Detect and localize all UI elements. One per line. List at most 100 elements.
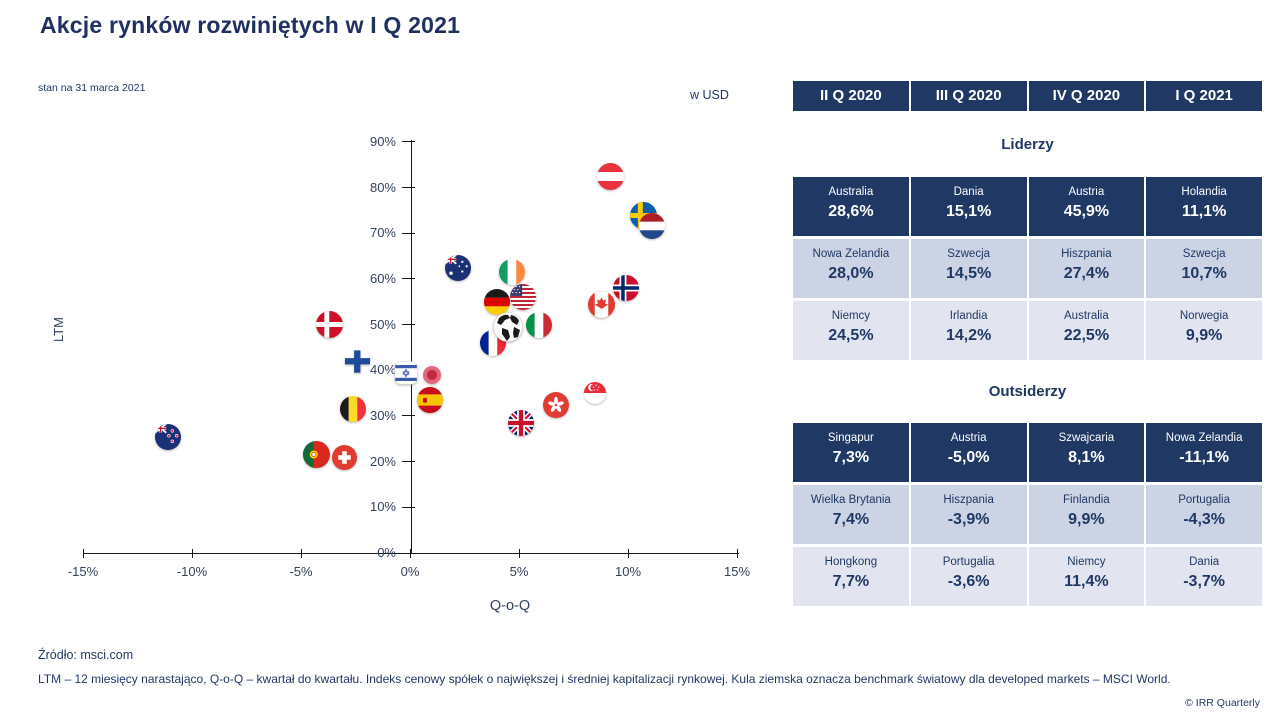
x-axis-tick (518, 549, 520, 558)
table-row: Wielka Brytania 7,4% Hiszpania -3,9% Finland… (793, 485, 1262, 544)
x-tick-label: -15% (67, 564, 99, 579)
flag-marker-fr (479, 329, 506, 356)
table-cell-country: Niemcy (831, 310, 871, 322)
x-tick-label: 10% (614, 564, 642, 579)
table-cell-country: Finlandia (1063, 494, 1110, 506)
as-of-date-label: stan na 31 marca 2021 (38, 82, 146, 94)
outsiders-rows: Singapur 7,3% Austria -5,0% Szwajcaria 8,1% No… (793, 423, 1262, 609)
x-tick-label: 15% (723, 564, 751, 579)
table-cell-country: Niemcy (1067, 556, 1106, 568)
y-axis-tick (402, 187, 415, 189)
flag-marker-us (510, 284, 537, 311)
y-axis-tick (402, 415, 415, 417)
table-row: Australia 28,6% Dania 15,1% Austria 45,9% Hola… (793, 177, 1262, 236)
flag-marker-dk (315, 311, 343, 339)
table-cell: Szwajcaria 8,1% (1028, 423, 1145, 482)
table-cell-value: 28,6% (828, 202, 874, 220)
quarter-header-cell: II Q 2020 (793, 81, 909, 111)
y-axis-title: LTM (51, 316, 67, 343)
flag-marker-ch (332, 444, 358, 470)
y-tick-label: 50% (369, 316, 396, 332)
x-tick-label: 0% (400, 564, 420, 579)
table-cell-country: Austria (1068, 186, 1105, 198)
quarter-header-cell: IV Q 2020 (1028, 81, 1145, 111)
section-title-outsiders: Outsiderzy (988, 383, 1067, 400)
flag-marker-world (493, 311, 524, 342)
footnote-text: LTM – 12 miesięcy narastająco, Q-o-Q – k… (38, 672, 1171, 686)
table-cell-value: -3,6% (947, 572, 990, 590)
table-cell-country: Hiszpania (943, 494, 994, 506)
table-cell-country: Portugalia (942, 556, 995, 568)
table-cell: Irlandia 14,2% (910, 301, 1027, 360)
currency-label: w USD (690, 88, 729, 102)
y-tick-label: 90% (369, 133, 396, 149)
table-row: Niemcy 24,5% Irlandia 14,2% Australia 22,5% No… (793, 301, 1262, 360)
flag-marker-de (484, 288, 511, 315)
table-cell-value: 27,4% (1063, 264, 1110, 282)
flag-marker-hk (543, 391, 570, 418)
y-axis-tick (402, 141, 415, 143)
table-cell-value: 24,5% (828, 326, 874, 344)
flag-marker-be (340, 396, 367, 423)
table-row: Nowa Zelandia 28,0% Szwecja 14,5% Hiszpania 2… (793, 239, 1262, 298)
table-cell-country: Nowa Zelandia (812, 248, 890, 260)
flag-marker-au (444, 254, 471, 281)
table-row: Singapur 7,3% Austria -5,0% Szwajcaria 8,1% No… (793, 423, 1262, 482)
x-axis-title: Q-o-Q (489, 598, 531, 614)
table-cell-country: Wielka Brytania (810, 494, 891, 506)
table-cell-value: -4,3% (1183, 510, 1226, 528)
quarter-header-row: II Q 2020 III Q 2020 IV Q 2020 I Q 2021 (793, 81, 1262, 111)
flag-marker-nz (155, 423, 182, 450)
table-cell: Nowa Zelandia -11,1% (1146, 423, 1262, 482)
table-cell-country: Portugalia (1178, 494, 1231, 506)
table-cell-country: Australia (828, 186, 874, 198)
table-cell-value: 45,9% (1063, 202, 1110, 220)
source-label: Źródło: msci.com (38, 648, 134, 662)
y-axis-tick (402, 461, 415, 463)
table-cell-value: 10,7% (1181, 264, 1227, 282)
page-title: Akcje rynków rozwiniętych w I Q 2021 (40, 12, 461, 38)
table-cell: Portugalia -3,6% (910, 547, 1027, 606)
x-axis-tick (191, 549, 193, 558)
table-cell-country: Singapur (827, 432, 874, 444)
table-cell: Norwegia 9,9% (1146, 301, 1262, 360)
x-tick-label: -5% (289, 564, 313, 579)
x-tick-label: -10% (176, 564, 208, 579)
x-axis-tick (409, 549, 411, 558)
x-axis-tick (736, 549, 738, 558)
y-axis-line (411, 140, 412, 554)
table-cell-country: Szwajcaria (1058, 432, 1115, 444)
flag-marker-pt (302, 441, 330, 469)
y-axis-tick (402, 232, 415, 234)
flag-marker-nl (638, 213, 665, 240)
table-cell-country: Dania (953, 186, 984, 198)
table-cell-country: Austria (950, 432, 987, 444)
copyright-label: © IRR Quarterly (1185, 697, 1260, 709)
y-axis-tick (402, 324, 415, 326)
table-cell: Australia 22,5% (1028, 301, 1145, 360)
y-tick-label: 20% (369, 453, 396, 469)
table-cell-value: -5,0% (947, 448, 990, 466)
table-cell: Portugalia -4,3% (1146, 485, 1262, 544)
table-cell-value: 11,1% (1181, 202, 1227, 220)
table-cell-country: Szwecja (947, 248, 991, 260)
table-cell: Hiszpania 27,4% (1028, 239, 1145, 298)
table-cell-value: 7,7% (832, 572, 870, 590)
y-tick-label: 70% (369, 225, 396, 241)
table-cell-value: 7,4% (832, 510, 870, 528)
y-axis-tick (402, 552, 415, 554)
table-cell: Dania 15,1% (910, 177, 1027, 236)
y-axis-tick (402, 278, 415, 280)
table-cell-value: 28,0% (828, 264, 874, 282)
table-cell-country: Australia (1064, 310, 1109, 322)
table-cell-country: Hongkong (824, 556, 878, 568)
y-axis-tick (402, 506, 415, 508)
flag-marker-fi (343, 347, 372, 376)
scatter-chart: LTM Q-o-Q 0% 10% 20% 30% 40% 50% 60% 70% 80% 90% -… (51, 133, 751, 614)
leaders-rows: Australia 28,6% Dania 15,1% Austria 45,9% Hola… (793, 177, 1262, 363)
table-cell: Hiszpania -3,9% (910, 485, 1027, 544)
table-cell-value: 14,5% (945, 264, 992, 282)
table-cell-value: 11,4% (1064, 572, 1109, 590)
table-cell: Holandia 11,1% (1146, 177, 1262, 236)
flag-marker-il (394, 361, 418, 385)
